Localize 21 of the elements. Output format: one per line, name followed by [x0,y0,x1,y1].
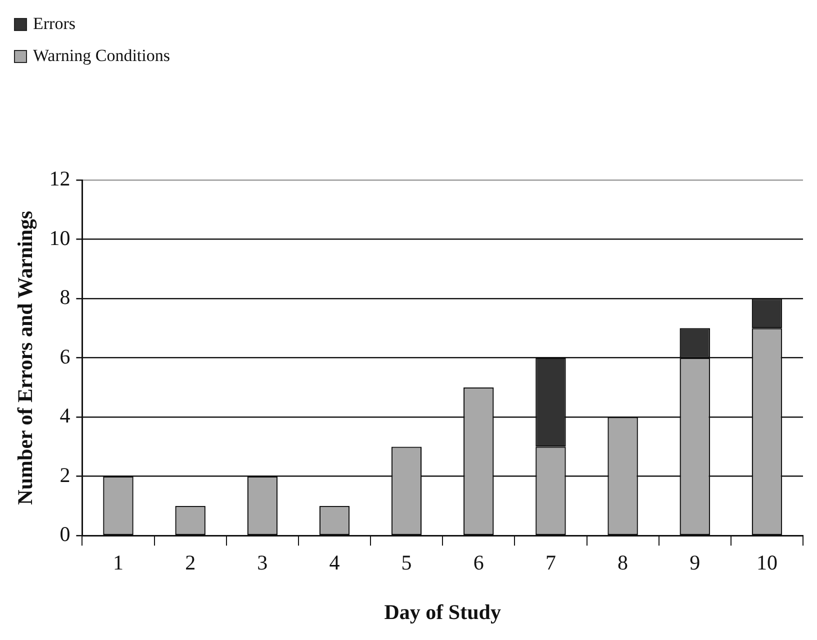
legend-label: Errors [33,14,76,34]
x-tick-label: 2 [185,550,196,575]
x-axis-title: Day of Study [384,600,502,624]
y-axis-title: Number of Errors and Warnings [13,210,38,505]
x-tick-label: 1 [112,550,124,575]
y-tick-label: 10 [49,226,70,250]
x-tick-label: 10 [756,550,778,575]
y-tick-label: 2 [60,462,70,487]
x-tick-label: 5 [401,550,412,575]
x-tick-label: 4 [329,550,340,575]
y-tick-label: 4 [60,404,71,428]
x-tick-label: 3 [257,550,268,575]
y-tick-label: 6 [60,344,70,368]
x-tick-label: 8 [618,550,628,575]
y-tick-label: 12 [49,166,70,191]
x-tick-label: 7 [545,550,556,575]
legend-label: Warning Conditions [33,46,170,66]
x-tick-label: 6 [473,550,484,575]
y-tick-label: 0 [60,522,70,546]
x-tick-label: 9 [690,550,700,575]
y-tick-label: 8 [60,285,70,310]
